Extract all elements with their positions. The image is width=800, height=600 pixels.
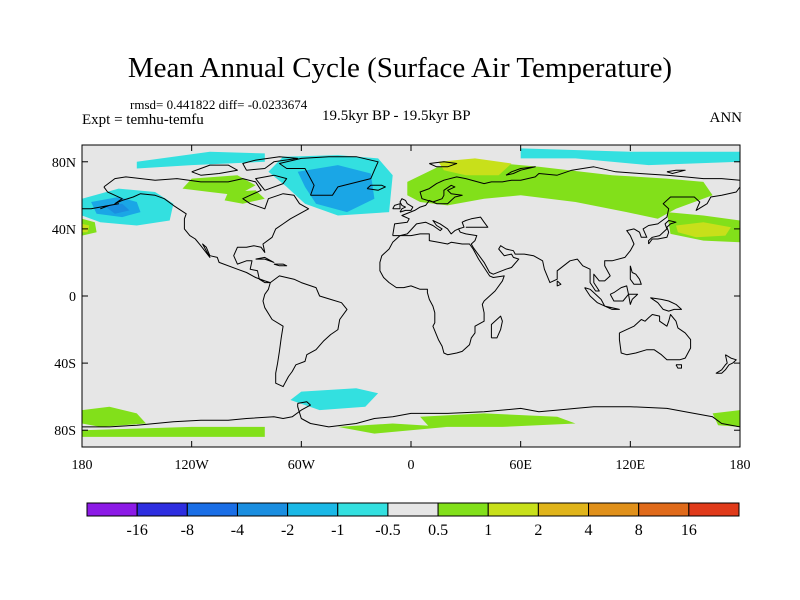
colorbar-swatch <box>638 502 690 517</box>
anomaly-antarctic-east-warm <box>420 413 576 427</box>
x-tick-label: 60E <box>509 458 532 473</box>
coastline <box>82 401 311 428</box>
anomaly-pacific-dateline-core <box>82 223 90 233</box>
anomaly-arctic-band-cool <box>136 151 265 169</box>
coastline <box>505 166 536 176</box>
colorbar-swatch <box>236 502 289 517</box>
anomaly-north-pacific-deep <box>103 203 130 214</box>
coastline <box>584 287 606 307</box>
y-tick-label: 80N <box>52 156 76 171</box>
coastline <box>556 280 562 287</box>
x-tick-label: 120W <box>175 458 210 473</box>
colorbar-swatch <box>86 502 138 517</box>
coastline <box>273 263 288 267</box>
colorbar-label: -1 <box>331 522 344 539</box>
x-tick-label: 120E <box>616 458 646 473</box>
colorbar-label: 1 <box>484 522 492 539</box>
coastlines <box>82 156 740 428</box>
anomaly-regions <box>82 148 740 437</box>
anomaly-north-atlantic-core <box>297 165 375 213</box>
x-tick-label: 180 <box>730 458 751 473</box>
longitude-axis: 180 120W 60W 0 60E 120E 180 <box>72 145 751 473</box>
y-tick-label: 40N <box>52 223 76 238</box>
coastline <box>429 161 458 168</box>
anomaly-antarctic-pole-warm <box>337 423 448 434</box>
coastline <box>628 293 639 305</box>
coastline <box>379 233 505 356</box>
x-tick-label: 180 <box>72 458 93 473</box>
colorbar-label: -2 <box>281 522 294 539</box>
coastline <box>618 314 692 361</box>
coastline <box>103 176 310 284</box>
colorbar-swatch <box>437 502 489 517</box>
colorbar-swatch <box>537 502 590 517</box>
coastline <box>648 220 677 245</box>
coastline <box>255 256 275 263</box>
coastline <box>82 203 120 210</box>
coastline <box>278 156 379 196</box>
coastline <box>242 156 299 171</box>
colorbar-label: 4 <box>585 522 593 539</box>
colorbar-swatch <box>287 502 339 517</box>
colorbar-label: 2 <box>534 522 542 539</box>
colorbar-label: -0.5 <box>375 522 400 539</box>
coastline <box>392 220 459 237</box>
coastline <box>604 305 620 310</box>
coastline <box>262 275 348 388</box>
anomaly-southern-atlantic-cool <box>290 388 379 411</box>
colorbar-swatch <box>487 502 539 517</box>
coastline <box>666 169 686 174</box>
colorbar-label: 16 <box>681 522 697 539</box>
x-tick-label: 60W <box>288 458 316 473</box>
colorbar-label: 8 <box>635 522 643 539</box>
period-label: 19.5kyr BP - 19.5kyr BP <box>322 108 471 124</box>
colorbar-label: -16 <box>126 522 147 539</box>
colorbar-label: 0.5 <box>428 522 448 539</box>
coastline <box>609 285 629 302</box>
coastline <box>715 354 737 374</box>
y-tick-label: 40S <box>54 357 76 372</box>
chart-title: Mean Annual Cycle (Surface Air Temperatu… <box>127 52 673 84</box>
coastline <box>297 403 740 428</box>
coastline <box>650 297 682 312</box>
anomaly-south-coast-east-warm <box>712 410 740 427</box>
colorbar-swatch <box>136 502 188 517</box>
colorbar-label: -8 <box>181 522 194 539</box>
colorbar-swatch <box>688 502 740 517</box>
experiment-label: Expt = temhu-temfu <box>82 112 204 128</box>
anomaly-arctic-east-cool <box>520 148 740 166</box>
colorbar-swatch <box>186 502 238 517</box>
colorbar: -16 -8 -4 -2 -1 -0.5 0.5 1 2 4 8 16 <box>86 502 740 539</box>
anomaly-southern-pacific-warm <box>82 406 146 427</box>
coastline <box>629 265 642 285</box>
latitude-axis: 80N 40N 0 40S 80S <box>52 156 740 439</box>
anomaly-barents-warm-core <box>438 158 512 176</box>
anomaly-eurasia-warm <box>407 161 713 219</box>
rmsd-diff-stats: rmsd= 0.441822 diff= -0.0233674 <box>130 97 308 112</box>
coastline <box>490 315 503 339</box>
coastline <box>399 198 414 213</box>
anomaly-antarctic-ross-warm <box>82 426 265 437</box>
colorbar-swatch <box>588 502 640 517</box>
coastline <box>366 184 386 191</box>
coastline <box>392 166 740 236</box>
coastline <box>392 203 401 210</box>
x-tick-label: 0 <box>408 458 415 473</box>
colorbar-swatch <box>337 502 389 517</box>
coastline <box>458 186 740 292</box>
anomaly-japan-east-core <box>676 222 731 238</box>
coastline <box>675 364 682 369</box>
coastline <box>255 174 288 191</box>
colorbar-label: -4 <box>231 522 244 539</box>
season-label: ANN <box>709 110 743 126</box>
y-tick-label: 80S <box>54 424 76 439</box>
coastline <box>191 164 238 176</box>
y-tick-label: 0 <box>69 290 76 305</box>
colorbar-swatch <box>387 502 439 517</box>
